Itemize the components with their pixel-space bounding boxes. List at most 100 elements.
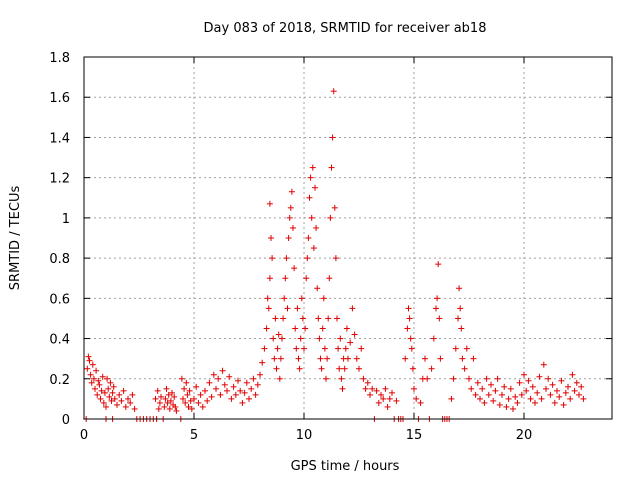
data-point [503,403,510,410]
data-point [364,379,371,386]
data-point [413,395,420,402]
data-point [158,393,164,400]
data-point [573,379,580,386]
data-point [105,385,112,392]
data-point [367,391,373,398]
data-point [296,365,303,372]
data-point [230,383,237,390]
data-point [272,315,279,322]
data-point [277,355,284,362]
data-point [165,391,172,398]
data-point [485,391,492,398]
data-point [335,345,342,352]
data-point [458,325,465,332]
data-point [110,383,117,390]
data-point [125,395,131,402]
data-point [455,315,461,322]
data-point [181,385,188,392]
data-point [565,383,571,390]
data-point [184,391,191,398]
data-point [569,371,576,378]
data-point [268,235,274,241]
data-point [472,391,479,398]
data-point [269,255,276,262]
data-point [318,365,325,372]
data-point [492,387,499,394]
data-point [87,371,94,378]
data-point [210,371,217,378]
x-tick-label: 20 [516,428,533,443]
data-point [316,335,323,342]
data-point [98,387,105,394]
data-point [580,395,587,402]
data-point [325,315,332,322]
data-point [108,397,115,404]
data-point [85,353,92,360]
data-point [313,224,320,231]
data-point [349,305,356,312]
data-point [448,395,455,402]
data-point [178,375,185,382]
data-point [488,381,494,388]
data-point [215,375,222,382]
data-point [409,365,416,372]
data-point [375,399,382,406]
data-point [161,403,168,410]
data-point [92,385,98,392]
data-point [114,401,120,408]
data-point [330,88,337,95]
data-point [457,305,464,312]
data-point [107,379,114,386]
data-point [306,194,313,201]
data-point [341,365,348,372]
data-point [378,391,384,398]
data-point [257,371,263,378]
data-point [90,375,97,382]
data-point [351,331,358,338]
data-point [405,305,412,312]
data-point [576,391,582,398]
data-point [545,375,552,382]
data-point [224,387,230,394]
data-point [320,295,327,302]
data-point [118,397,125,404]
data-point [356,365,362,372]
data-point [84,365,91,372]
data-point [295,355,302,362]
data-point [292,325,299,332]
x-axis-label: GPS time / hours [291,459,400,474]
data-point [435,261,442,268]
data-point [99,373,106,380]
data-point [199,403,206,410]
data-point [342,345,349,352]
data-point [505,395,512,402]
data-point [281,295,288,302]
data-point [202,387,208,394]
data-point [162,395,169,402]
data-point [369,385,376,392]
data-point [106,393,113,400]
data-point [571,387,578,394]
data-point [243,379,250,386]
data-point [319,325,326,332]
data-point [221,381,228,388]
data-point [538,395,545,402]
data-point [104,375,111,382]
data-point [540,361,547,368]
data-point [291,265,298,272]
data-point [470,355,477,362]
data-point [536,373,543,380]
data-point [345,355,351,362]
data-point [298,295,305,302]
data-point [219,367,226,374]
data-point [197,391,204,398]
data-point [171,393,178,400]
data-point [329,134,336,141]
data-point [547,391,554,398]
y-tick-label: 0.8 [49,252,70,267]
data-point [310,245,317,252]
data-point [450,375,457,382]
data-point [459,355,466,362]
data-point [271,355,278,362]
data-point [332,255,339,262]
